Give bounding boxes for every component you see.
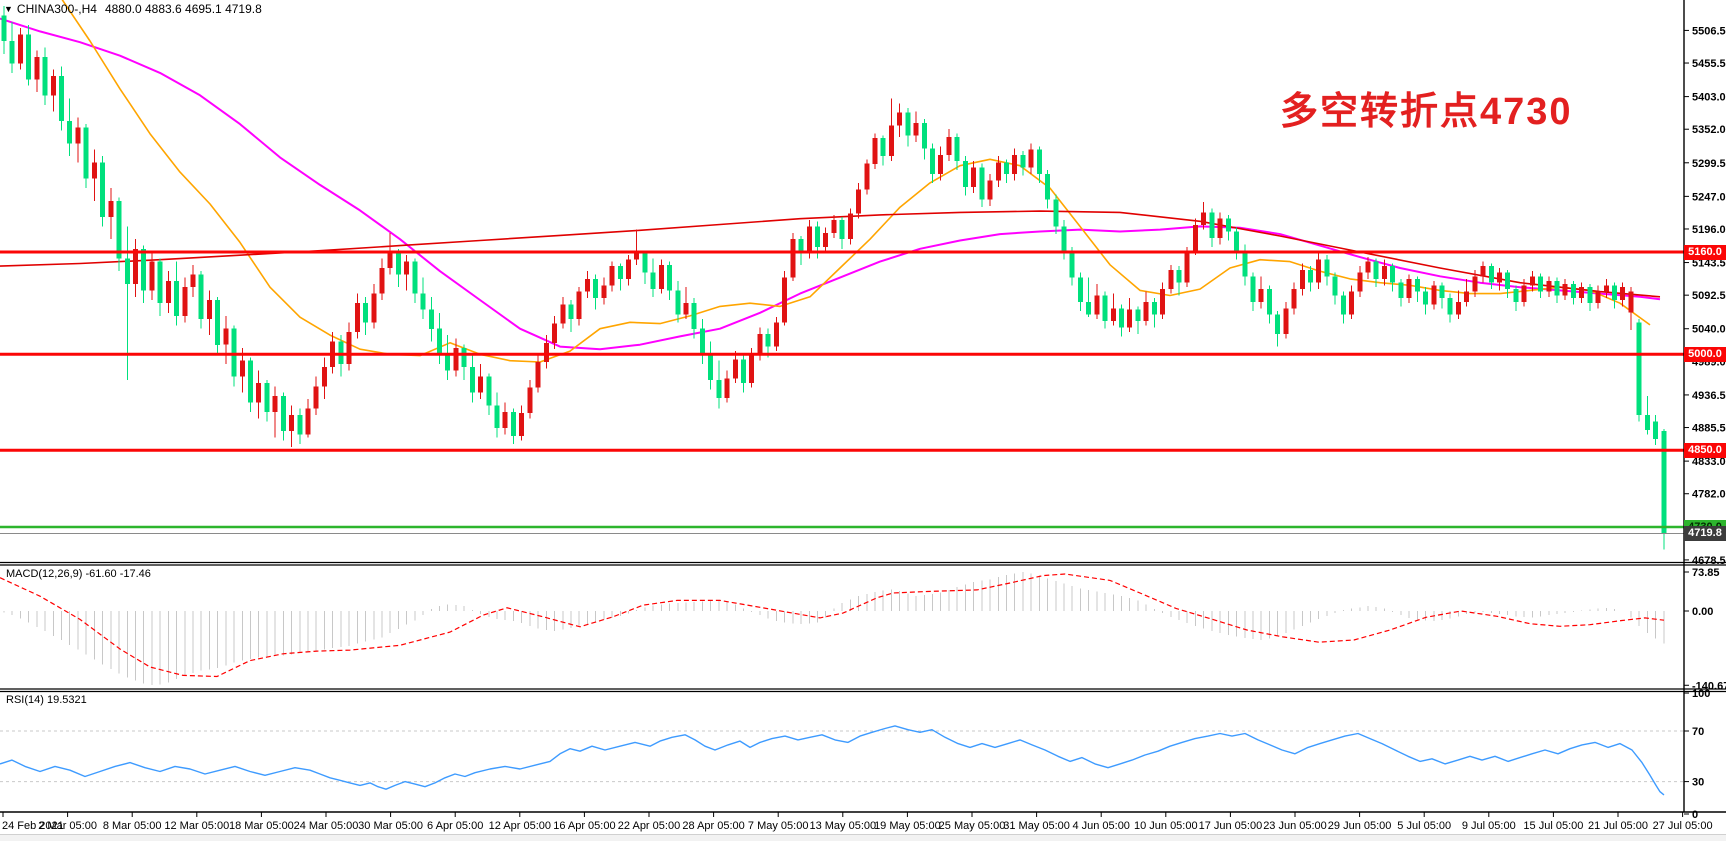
time-tick-label: 7 May 05:00: [748, 820, 809, 832]
ohlc-values-label: 4880.0 4883.6 4695.1 4719.8: [104, 2, 262, 16]
time-tick-label: 29 Jun 05:00: [1328, 820, 1392, 832]
time-tick-label: 2 Mar 05:00: [38, 820, 97, 832]
current-price-badge: 4719.8: [1684, 526, 1726, 541]
level-badge-5000.0: 5000.0: [1684, 346, 1726, 362]
price-tick-label: 5299.5: [1692, 158, 1726, 170]
time-tick-label: 25 May 05:00: [939, 820, 1006, 832]
time-tick-label: 22 Apr 05:00: [618, 820, 680, 832]
rsi-tick-label: 70: [1692, 726, 1704, 738]
price-tick-label: 5455.5: [1692, 58, 1726, 70]
time-tick-label: 8 Mar 05:00: [103, 820, 162, 832]
macd-tick-label: 73.85: [1692, 567, 1720, 579]
time-tick-label: 18 Mar 05:00: [229, 820, 294, 832]
time-tick-label: 21 Jul 05:00: [1588, 820, 1648, 832]
macd-signal-line: [0, 573, 1665, 678]
candles: [1, 5, 1667, 550]
annotation-text[interactable]: 多空转折点4730: [1280, 91, 1573, 133]
price-tick-label: 5040.0: [1692, 324, 1726, 336]
price-tick-label: 5247.0: [1692, 191, 1726, 203]
price-tick-label: 4936.5: [1692, 390, 1726, 402]
price-tick-label: 4833.0: [1692, 456, 1726, 468]
time-tick-label: 13 May 05:00: [809, 820, 876, 832]
chart-header: ▼ CHINA300-,H4 4880.0 4883.6 4695.1 4719.8: [4, 2, 262, 16]
time-tick-label: 23 Jun 05:00: [1263, 820, 1327, 832]
price-tick-label: 4678.5: [1692, 555, 1726, 567]
rsi-indicator-label: RSI(14) 19.5321: [6, 694, 87, 706]
price-tick-label: 5196.0: [1692, 224, 1726, 236]
time-tick-label: 4 Jun 05:00: [1072, 820, 1130, 832]
level-badge-5160.0: 5160.0: [1684, 244, 1726, 260]
rsi-panel[interactable]: [0, 725, 1684, 796]
symbol-timeframe-label: CHINA300-,H4: [16, 2, 97, 16]
time-tick-label: 24 Mar 05:00: [294, 820, 359, 832]
time-tick-label: 19 May 05:00: [874, 820, 941, 832]
macd-tick-label: 0.00: [1692, 606, 1713, 618]
rsi-tick-label: 0: [1692, 809, 1698, 821]
price-tick-label: 5403.0: [1692, 92, 1726, 104]
price-tick-label: 5092.5: [1692, 290, 1726, 302]
time-tick-label: 31 May 05:00: [1003, 820, 1070, 832]
macd-indicator-label: MACD(12,26,9) -61.60 -17.46: [6, 568, 151, 580]
price-tick-label: 4885.5: [1692, 423, 1726, 435]
status-bar-strip: [0, 834, 1726, 841]
price-panel[interactable]: [0, 0, 1684, 550]
macd-panel[interactable]: [0, 572, 1665, 685]
rsi-tick-label: 100: [1692, 688, 1710, 700]
macd-histogram: [3, 572, 1665, 685]
rsi-tick-label: 30: [1692, 777, 1704, 789]
time-tick-label: 5 Jul 05:00: [1397, 820, 1451, 832]
level-badge-4850.0: 4850.0: [1684, 442, 1726, 458]
ma-orange: [61, 0, 1651, 363]
time-tick-label: 12 Mar 05:00: [164, 820, 229, 832]
time-tick-label: 27 Jul 05:00: [1653, 820, 1713, 832]
rsi-line: [0, 725, 1665, 796]
time-tick-label: 17 Jun 05:00: [1199, 820, 1263, 832]
time-tick-label: 24 Feb 2021: [2, 820, 64, 832]
time-tick-label: 28 Apr 05:00: [682, 820, 744, 832]
time-tick-label: 16 Apr 05:00: [553, 820, 615, 832]
price-tick-label: 5143.5: [1692, 258, 1726, 270]
price-tick-label: 4782.0: [1692, 489, 1726, 501]
price-tick-label: 5506.5: [1692, 25, 1726, 37]
price-tick-label: 5352.0: [1692, 124, 1726, 136]
time-tick-label: 10 Jun 05:00: [1134, 820, 1198, 832]
symbol-dropdown-icon[interactable]: ▼: [4, 4, 13, 14]
ma-magenta: [0, 17, 1661, 351]
time-tick-label: 9 Jul 05:00: [1462, 820, 1516, 832]
time-tick-label: 12 Apr 05:00: [489, 820, 551, 832]
time-tick-label: 30 Mar 05:00: [358, 820, 423, 832]
time-tick-label: 6 Apr 05:00: [427, 820, 483, 832]
time-tick-label: 15 Jul 05:00: [1523, 820, 1583, 832]
